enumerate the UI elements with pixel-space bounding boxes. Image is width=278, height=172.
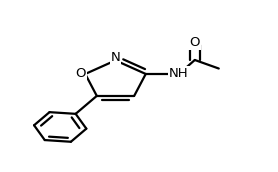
- Text: O: O: [190, 36, 200, 49]
- Text: N: N: [111, 51, 120, 64]
- Text: NH: NH: [169, 67, 189, 80]
- Text: O: O: [75, 67, 86, 80]
